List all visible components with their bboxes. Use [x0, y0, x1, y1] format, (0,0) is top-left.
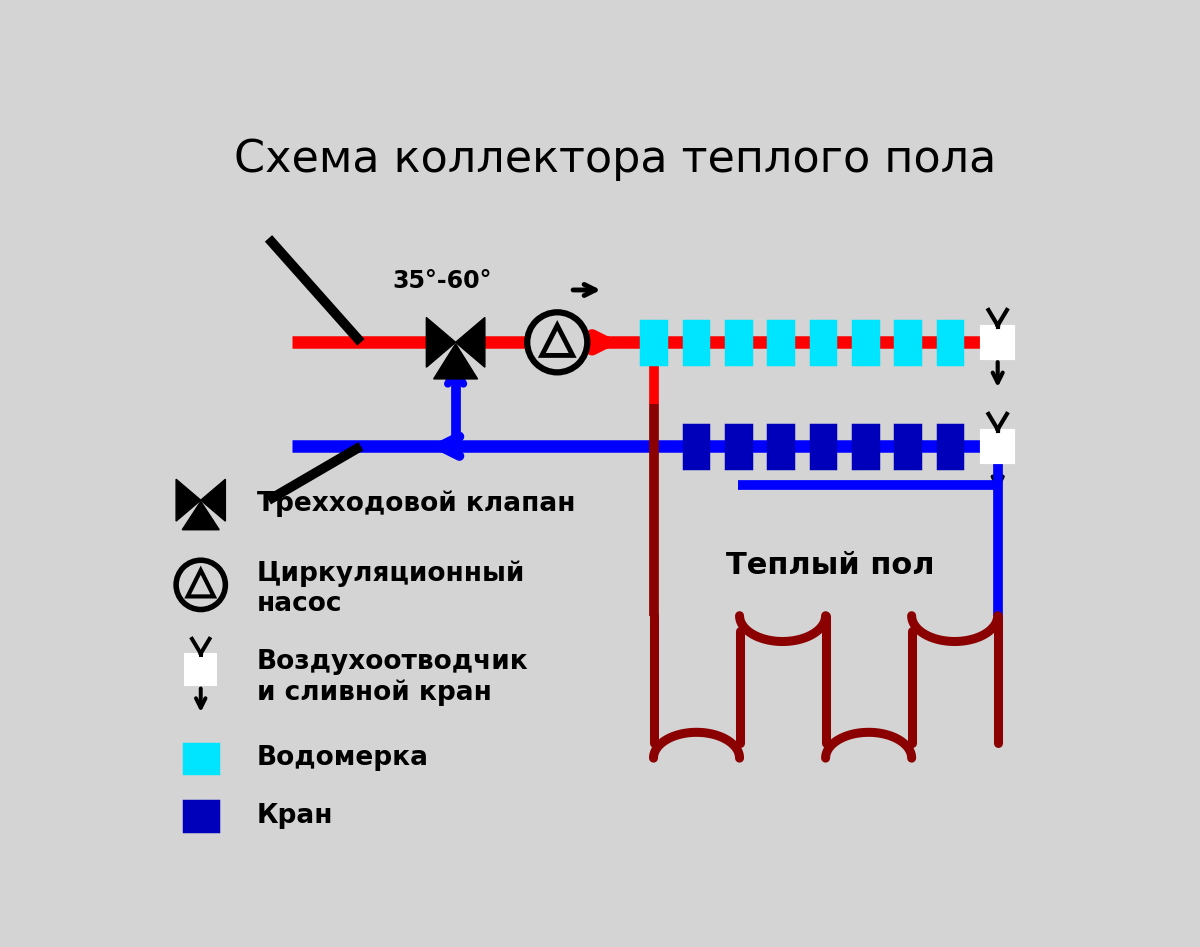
Bar — [684, 424, 708, 468]
Bar — [937, 321, 962, 364]
Text: 35°-60°: 35°-60° — [392, 269, 492, 293]
Bar — [768, 321, 793, 364]
Bar — [641, 321, 666, 364]
Text: Схема коллектора теплого пола: Схема коллектора теплого пола — [234, 138, 996, 181]
Bar — [768, 424, 793, 468]
Polygon shape — [426, 317, 456, 367]
Text: Кран: Кран — [257, 803, 334, 829]
Bar — [853, 321, 877, 364]
Bar — [895, 424, 920, 468]
Bar — [184, 743, 217, 773]
Bar — [895, 321, 920, 364]
Bar — [937, 424, 962, 468]
Polygon shape — [176, 479, 200, 521]
Bar — [983, 327, 1013, 358]
Polygon shape — [200, 479, 226, 521]
Polygon shape — [456, 317, 485, 367]
Text: Теплый пол: Теплый пол — [726, 551, 935, 581]
Bar — [184, 801, 217, 831]
Bar — [810, 424, 835, 468]
Polygon shape — [433, 344, 478, 379]
Bar — [684, 321, 708, 364]
Text: Циркуляционный
насос: Циркуляционный насос — [257, 561, 526, 617]
Bar — [726, 321, 750, 364]
Bar — [983, 431, 1013, 462]
Polygon shape — [182, 501, 220, 529]
Bar — [853, 424, 877, 468]
Text: Трехходовой клапан: Трехходовой клапан — [257, 491, 576, 517]
Bar — [186, 655, 215, 685]
Text: Водомерка: Водомерка — [257, 745, 428, 771]
Bar — [810, 321, 835, 364]
Text: Воздухоотводчик
и сливной кран: Воздухоотводчик и сливной кран — [257, 649, 529, 706]
Bar — [726, 424, 750, 468]
